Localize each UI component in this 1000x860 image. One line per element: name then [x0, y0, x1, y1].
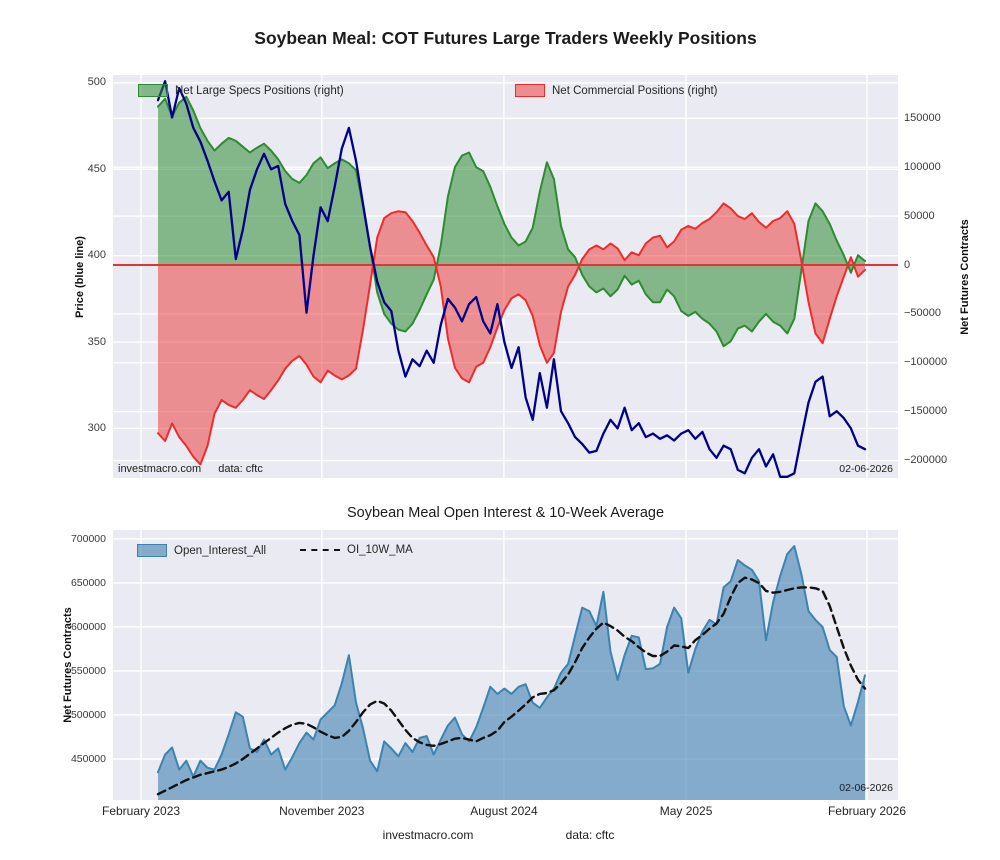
price-axis-tick: 450	[87, 162, 106, 175]
x-axis-tick: February 2026	[827, 804, 907, 818]
x-axis-tick: November 2023	[279, 804, 365, 818]
legend-net-large-specs: Net Large Specs Positions (right)	[138, 84, 344, 97]
contracts-axis-tick: 150000	[904, 111, 941, 124]
contracts-axis-tick: 50000	[904, 209, 935, 222]
legend-oi-ma: OI_10W_MA	[300, 544, 413, 556]
data-source-text: data: cftc	[218, 463, 263, 475]
legend-label-large-specs: Net Large Specs Positions (right)	[175, 84, 344, 97]
contracts-axis-tick: 0	[904, 258, 911, 271]
contracts-axis-tick: −100000	[904, 356, 948, 369]
green-legend-patch	[138, 84, 168, 97]
open-interest-plot-area	[113, 530, 898, 800]
legend-label-open-interest: Open_Interest_All	[174, 544, 267, 557]
footer-data-source: data: cftc	[565, 828, 615, 842]
oi-axis-tick: 500000	[70, 708, 106, 721]
open-interest-svg	[113, 530, 898, 800]
oi-axis-tick: 600000	[70, 620, 106, 633]
x-axis-tick: May 2025	[659, 804, 713, 818]
top-watermark: investmacro.com data: cftc	[118, 463, 263, 475]
watermark-text: investmacro.com	[118, 463, 202, 475]
bottom-date-stamp: 02-06-2026	[839, 782, 893, 794]
price-axis-tick: 500	[87, 76, 106, 89]
price-axis-tick: 300	[87, 421, 106, 434]
dashed-line-icon	[300, 549, 340, 551]
price-axis-tick: 400	[87, 249, 106, 262]
legend-label-oi-ma: OI_10W_MA	[347, 544, 413, 556]
top-date-stamp: 02-06-2026	[839, 463, 893, 475]
price-cot-plot-area	[113, 75, 898, 478]
legend-open-interest: Open_Interest_All	[137, 544, 266, 557]
contracts-axis-tick: −200000	[904, 454, 948, 467]
oi-axis-tick: 550000	[70, 664, 106, 677]
oi-axis-tick: 700000	[70, 532, 106, 545]
contracts-axis-tick: −150000	[904, 405, 948, 418]
blue-legend-patch	[137, 544, 167, 557]
legend-label-commercial: Net Commercial Positions (right)	[552, 84, 718, 97]
contracts-axis-tick: 100000	[904, 160, 941, 173]
right-axis-label-contracts: Net Futures Contracts	[959, 219, 971, 335]
price-axis-tick: 350	[87, 335, 106, 348]
x-axis-tick: August 2024	[470, 804, 538, 818]
oi-axis-tick: 650000	[70, 576, 106, 589]
oi-axis-tick: 450000	[70, 752, 106, 765]
x-axis-tick: February 2023	[101, 804, 181, 818]
price-cot-svg	[113, 75, 898, 478]
subchart-title: Soybean Meal Open Interest & 10-Week Ave…	[346, 505, 665, 521]
red-legend-patch	[515, 84, 545, 97]
footer-watermark: investmacro.com	[382, 828, 474, 842]
chart-title: Soybean Meal: COT Futures Large Traders …	[254, 28, 757, 48]
contracts-axis-tick: −50000	[904, 307, 942, 320]
legend-net-commercial: Net Commercial Positions (right)	[515, 84, 718, 97]
